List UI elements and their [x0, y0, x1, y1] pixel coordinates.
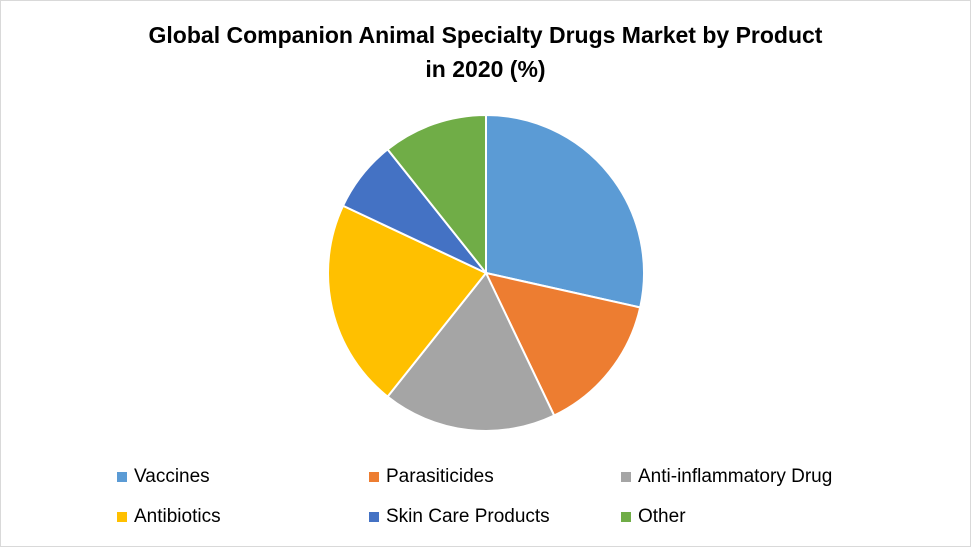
legend-label: Antibiotics [134, 506, 221, 527]
legend-label: Vaccines [134, 466, 210, 487]
legend-item: Other [621, 506, 686, 528]
legend-label: Parasiticides [386, 466, 494, 487]
legend-label: Other [638, 506, 686, 527]
pie-slice-antibiotics [327, 204, 488, 399]
legend-swatch [117, 512, 127, 522]
legend-swatch [369, 512, 379, 522]
legend-item: Antibiotics [117, 506, 221, 528]
legend-item: Anti-inflammatory Drug [621, 466, 832, 488]
pie-slice-anti-inflammatory-drug [386, 271, 556, 432]
legend-swatch [621, 472, 631, 482]
legend-swatch [117, 472, 127, 482]
legend-item: Vaccines [117, 466, 210, 488]
chart-title-line-1: Global Companion Animal Specialty Drugs … [148, 22, 823, 48]
legend-item: Parasiticides [369, 466, 494, 488]
legend-label: Anti-inflammatory Drug [638, 466, 833, 487]
chart-title-line-2: in 2020 (%) [425, 56, 546, 82]
legend-swatch [621, 512, 631, 522]
legend-swatch [369, 472, 379, 482]
pie-slice-vaccines [485, 113, 645, 309]
chart-title: Global Companion Animal Specialty Drugs … [0, 18, 971, 86]
legend-label: Skin Care Products [386, 506, 550, 527]
pie-slice-other [386, 113, 487, 276]
pie-slice-parasiticides [484, 271, 642, 417]
legend-item: Skin Care Products [369, 506, 550, 528]
